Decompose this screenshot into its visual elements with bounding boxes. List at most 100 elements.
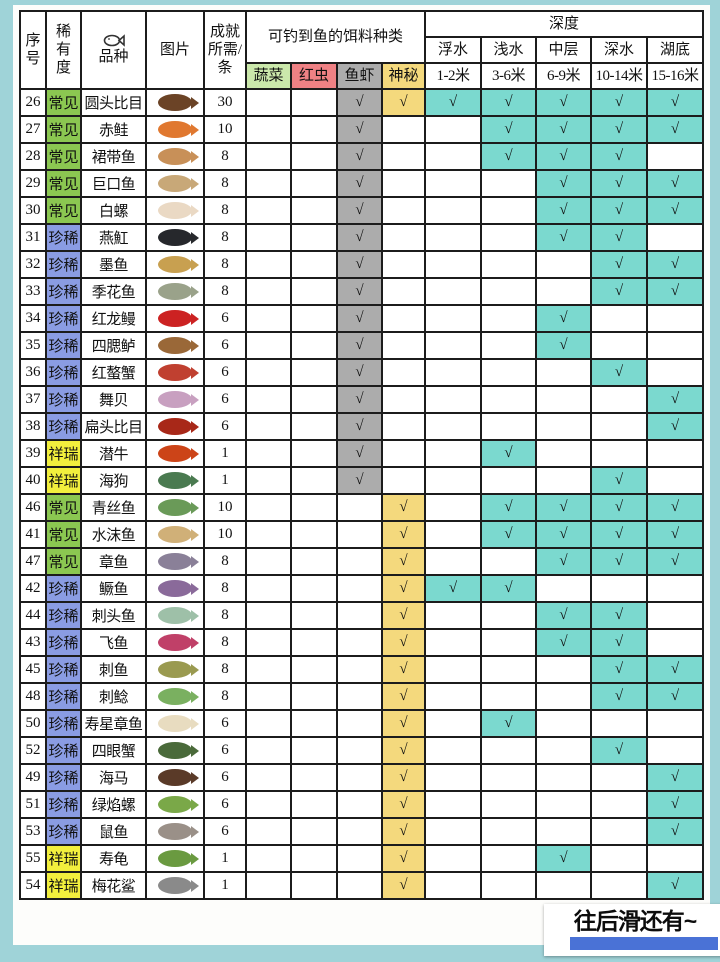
table-row-50: 50 珍稀 寿星章鱼 6 √ √ xyxy=(19,709,705,738)
cell-count: 1 xyxy=(203,871,248,900)
fish-image-shape xyxy=(158,148,200,166)
cell-bait-1 xyxy=(290,250,339,279)
cell-species-name: 四眼蟹 xyxy=(80,736,148,765)
cell-depth-4: √ xyxy=(646,655,705,684)
cell-bait-3 xyxy=(381,358,427,387)
cell-depth-4: √ xyxy=(646,493,705,522)
cell-depth-1: √ xyxy=(480,709,538,738)
cell-depth-4: √ xyxy=(646,763,705,792)
cell-bait-3 xyxy=(381,115,427,144)
cell-rarity: 珍稀 xyxy=(44,304,83,333)
cell-depth-4: √ xyxy=(646,277,705,306)
cell-depth-3 xyxy=(590,439,649,468)
cell-depth-3 xyxy=(590,331,649,360)
cell-species-name: 红螯蟹 xyxy=(80,358,148,387)
cell-depth-1 xyxy=(480,736,538,765)
cell-species-name: 扁头比目 xyxy=(80,412,148,441)
cell-species-name: 四腮鲈 xyxy=(80,331,148,360)
fish-image-shape xyxy=(158,445,200,463)
fish-image-shape xyxy=(158,580,200,598)
cell-species-name: 裙带鱼 xyxy=(80,142,148,171)
cell-no: 46 xyxy=(19,493,47,522)
cell-depth-1 xyxy=(480,412,538,441)
cell-depth-4: √ xyxy=(646,88,705,117)
cell-bait-0 xyxy=(245,790,293,819)
cell-bait-2 xyxy=(336,844,384,873)
cell-bait-1 xyxy=(290,574,339,603)
fish-image-shape xyxy=(158,688,200,706)
cell-depth-1 xyxy=(480,655,538,684)
table-row-35: 35 珍稀 四腮鲈 6 √ √ xyxy=(19,331,705,360)
cell-species-name: 季花鱼 xyxy=(80,277,148,306)
cell-depth-4: √ xyxy=(646,547,705,576)
cell-bait-3 xyxy=(381,196,427,225)
cell-bait-3 xyxy=(381,385,427,414)
cell-bait-1 xyxy=(290,790,339,819)
header-image: 图片 xyxy=(145,10,206,90)
cell-rarity: 珍稀 xyxy=(44,277,83,306)
cell-rarity: 珍稀 xyxy=(44,601,83,630)
cell-bait-2: √ xyxy=(336,385,384,414)
cell-depth-4: √ xyxy=(646,169,705,198)
header-depth-name-4: 湖底 xyxy=(646,36,705,64)
cell-bait-1 xyxy=(290,304,339,333)
cell-image xyxy=(145,790,206,819)
table-row-26: 26 常见 圆头比目 30 √ √ √ √ √ √ √ xyxy=(19,88,705,117)
cell-bait-2: √ xyxy=(336,358,384,387)
cell-depth-1: √ xyxy=(480,142,538,171)
cell-rarity: 珍稀 xyxy=(44,574,83,603)
cell-depth-3 xyxy=(590,817,649,846)
cell-species-name: 水沫鱼 xyxy=(80,520,148,549)
cell-bait-3 xyxy=(381,439,427,468)
cell-depth-0 xyxy=(424,628,483,657)
header-depth-name-3: 深水 xyxy=(590,36,649,64)
fish-image-shape xyxy=(158,175,200,193)
cell-image xyxy=(145,196,206,225)
cell-bait-1 xyxy=(290,709,339,738)
cell-bait-3 xyxy=(381,250,427,279)
cell-bait-2 xyxy=(336,628,384,657)
cell-depth-4: √ xyxy=(646,385,705,414)
fish-image-shape xyxy=(158,364,200,382)
cell-bait-3 xyxy=(381,223,427,252)
cell-species-name: 寿龟 xyxy=(80,844,148,873)
cell-bait-2: √ xyxy=(336,88,384,117)
header-bait-3: 神秘 xyxy=(381,62,427,90)
cell-bait-0 xyxy=(245,142,293,171)
table-row-51: 51 珍稀 绿焰螺 6 √ √ xyxy=(19,790,705,819)
cell-rarity: 珍稀 xyxy=(44,628,83,657)
cell-depth-2: √ xyxy=(535,331,593,360)
scroll-hint-underline-bar xyxy=(570,937,718,950)
cell-bait-0 xyxy=(245,493,293,522)
cell-depth-3 xyxy=(590,412,649,441)
fish-image-shape xyxy=(158,769,200,787)
cell-depth-2 xyxy=(535,358,593,387)
cell-depth-3: √ xyxy=(590,223,649,252)
header-depth-range-0: 1-2米 xyxy=(424,62,483,90)
cell-count: 8 xyxy=(203,655,248,684)
cell-no: 54 xyxy=(19,871,47,900)
cell-depth-3 xyxy=(590,790,649,819)
cell-no: 42 xyxy=(19,574,47,603)
table-row-39: 39 祥瑞 潜牛 1 √ √ xyxy=(19,439,705,468)
fish-icon xyxy=(83,34,144,48)
cell-no: 44 xyxy=(19,601,47,630)
cell-depth-0 xyxy=(424,871,483,900)
cell-no: 37 xyxy=(19,385,47,414)
cell-depth-1 xyxy=(480,601,538,630)
cell-depth-0 xyxy=(424,844,483,873)
cell-bait-0 xyxy=(245,385,293,414)
cell-depth-2 xyxy=(535,412,593,441)
cell-depth-2 xyxy=(535,466,593,495)
cell-depth-4 xyxy=(646,844,705,873)
cell-depth-0 xyxy=(424,358,483,387)
cell-species-name: 赤鲑 xyxy=(80,115,148,144)
cell-no: 50 xyxy=(19,709,47,738)
cell-depth-0 xyxy=(424,385,483,414)
cell-bait-2 xyxy=(336,871,384,900)
cell-count: 6 xyxy=(203,736,248,765)
cell-bait-3 xyxy=(381,412,427,441)
cell-depth-3: √ xyxy=(590,277,649,306)
cell-count: 10 xyxy=(203,520,248,549)
cell-depth-0 xyxy=(424,466,483,495)
